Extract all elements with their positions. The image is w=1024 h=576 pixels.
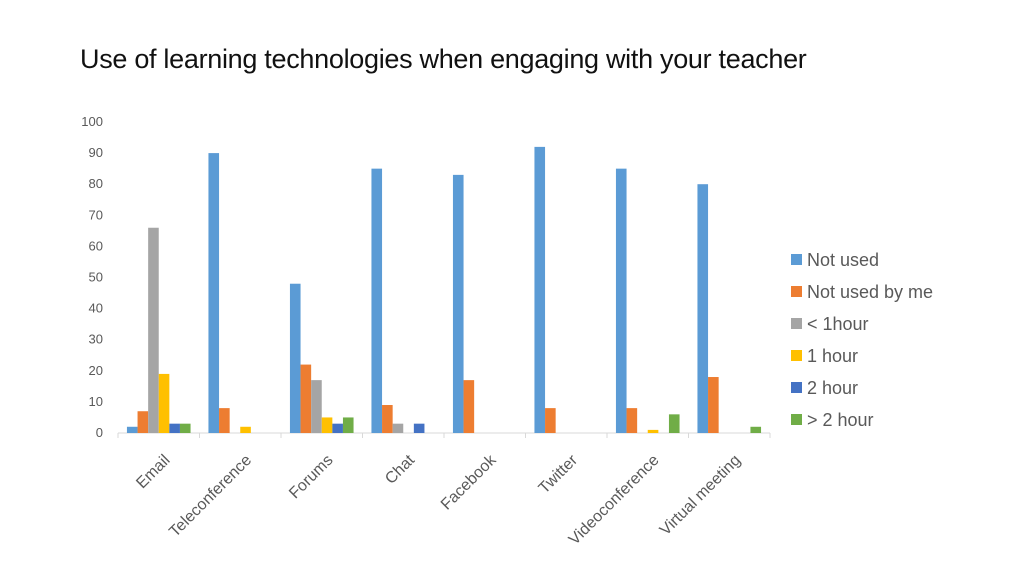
x-category-label: Virtual meeting	[657, 452, 744, 539]
bar	[371, 168, 383, 433]
slide-title: Use of learning technologies when engagi…	[80, 44, 807, 74]
bar	[219, 408, 230, 433]
bar	[708, 377, 719, 433]
bar	[452, 174, 464, 433]
x-category-label: Teleconference	[166, 452, 255, 541]
y-tick-label: 0	[96, 425, 103, 440]
y-tick-label: 100	[81, 114, 103, 129]
legend-swatch	[791, 350, 802, 361]
legend-swatch	[791, 254, 802, 265]
bar	[311, 380, 322, 433]
x-category-label: Videoconference	[566, 452, 663, 549]
x-category-label: Twitter	[536, 451, 582, 497]
legend-swatch	[791, 414, 802, 425]
bar	[413, 423, 425, 433]
bar	[647, 429, 659, 433]
legend-label: 1 hour	[807, 346, 858, 366]
bar	[332, 423, 343, 433]
x-category-label: Chat	[382, 451, 418, 487]
bar	[300, 364, 312, 433]
bar	[534, 146, 546, 433]
y-tick-label: 10	[89, 394, 103, 409]
x-category-label: Email	[133, 452, 173, 492]
bar	[545, 408, 556, 433]
bar	[342, 417, 354, 433]
y-tick-label: 60	[89, 238, 103, 253]
bar	[321, 417, 333, 433]
bar	[208, 153, 220, 433]
y-tick-label: 20	[89, 363, 103, 378]
x-category-label: Facebook	[438, 451, 500, 513]
bar	[626, 408, 638, 433]
legend-label: Not used by me	[807, 282, 933, 302]
bar	[697, 184, 709, 433]
y-tick-label: 50	[89, 270, 103, 285]
bar	[169, 423, 180, 433]
legend: Not used Not used by me < 1hour 1 hour 2 hou…	[791, 250, 933, 430]
y-tick-label: 90	[89, 145, 103, 160]
bar	[137, 411, 149, 433]
bar	[126, 426, 138, 433]
bar	[179, 423, 191, 433]
bars	[126, 146, 762, 433]
bar	[463, 380, 475, 433]
y-tick-label: 40	[89, 301, 103, 316]
legend-label: Not used	[807, 250, 879, 270]
bar	[158, 373, 170, 433]
legend-swatch	[791, 382, 802, 393]
bar	[750, 426, 762, 433]
legend-label: < 1hour	[807, 314, 869, 334]
y-tick-label: 80	[89, 176, 103, 191]
legend-swatch	[791, 318, 802, 329]
bar	[615, 168, 627, 433]
bar	[382, 405, 393, 433]
legend-label: 2 hour	[807, 378, 858, 398]
y-tick-label: 30	[89, 332, 103, 347]
bar	[240, 426, 251, 433]
y-tick-label: 70	[89, 207, 103, 222]
y-axis: 0 10 20 30 40 50 60 70 80 90 100	[81, 114, 103, 440]
legend-swatch	[791, 286, 802, 297]
bar	[392, 423, 404, 433]
bar	[668, 414, 680, 433]
bar	[289, 283, 301, 433]
bar	[148, 227, 159, 433]
x-category-label: Forums	[286, 452, 336, 502]
legend-label: > 2 hour	[807, 410, 874, 430]
